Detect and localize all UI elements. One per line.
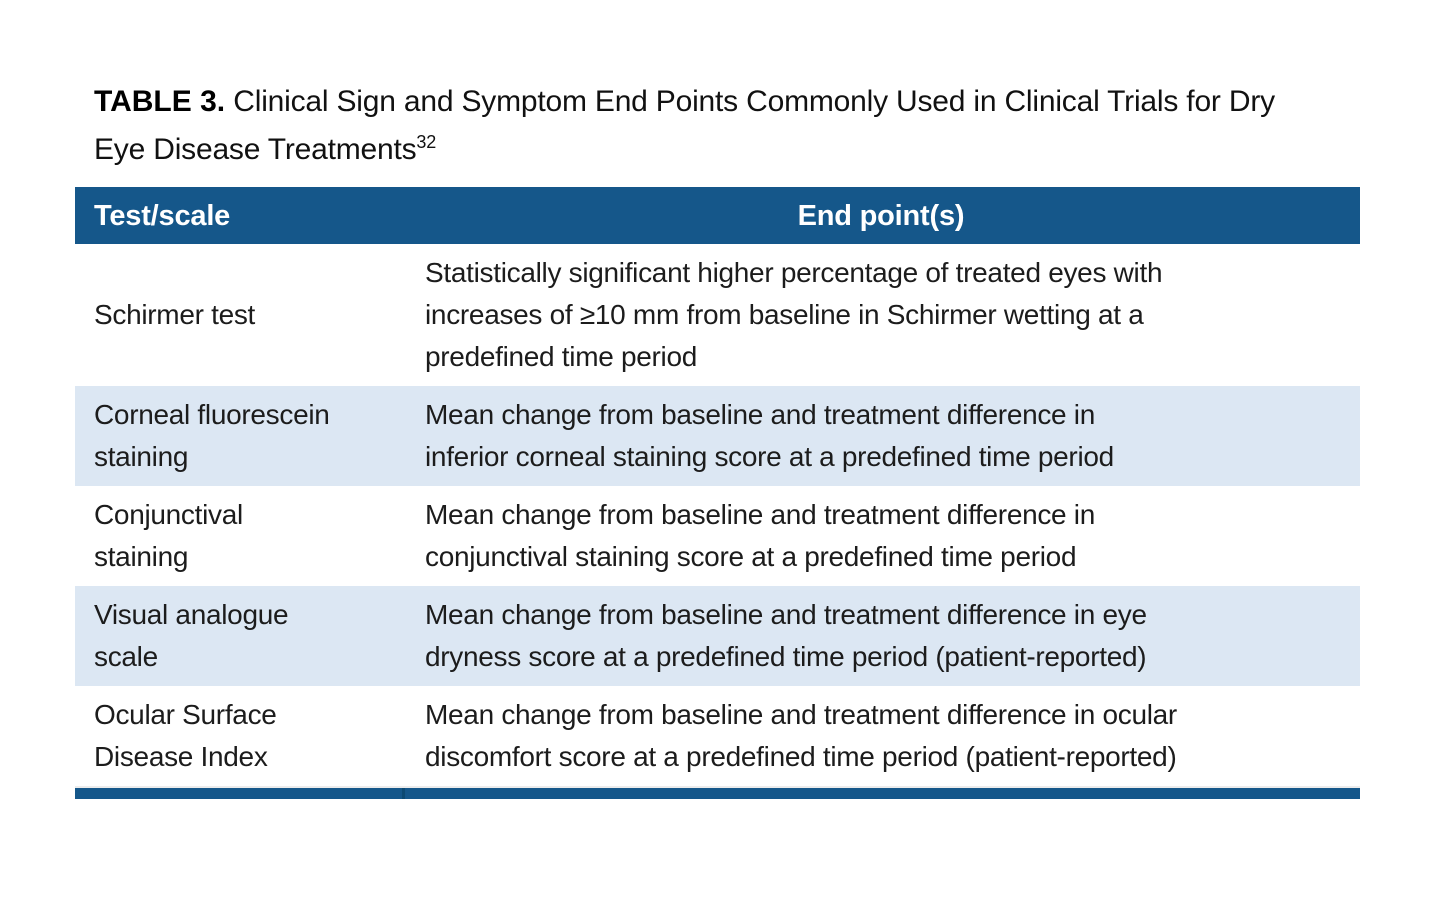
test-scale-cell: Ocular Surface Disease Index: [94, 699, 277, 772]
table-bottom-rule-divider: [402, 788, 405, 799]
column-header-end-points: End point(s): [402, 187, 1360, 244]
table-row: Conjunctival staining Mean change from b…: [75, 486, 1360, 586]
end-points-cell: Mean change from baseline and treatment …: [425, 699, 1177, 772]
column-header-test-scale: Test/scale: [75, 187, 402, 244]
table-row: Schirmer test Statistically significant …: [75, 244, 1360, 386]
end-points-cell: Statistically significant higher percent…: [425, 257, 1163, 372]
end-points-cell: Mean change from baseline and treatment …: [425, 499, 1096, 572]
table-row: Visual analogue scale Mean change from b…: [75, 586, 1360, 686]
table-bottom-rule: [75, 786, 1360, 799]
test-scale-cell: Corneal fluorescein staining: [94, 399, 330, 472]
test-scale-cell: Visual analogue scale: [94, 599, 289, 672]
test-scale-cell: Conjunctival staining: [94, 499, 243, 572]
end-points-cell: Mean change from baseline and treatment …: [425, 599, 1147, 672]
table-title-citation: 32: [416, 132, 437, 152]
end-points-cell: Mean change from baseline and treatment …: [425, 399, 1114, 472]
table-title-label: TABLE 3.: [94, 85, 226, 118]
table-row: Ocular Surface Disease Index Mean change…: [75, 686, 1360, 786]
table-title: TABLE 3. Clinical Sign and Symptom End P…: [94, 78, 1326, 174]
table-header-row: Test/scale End point(s): [75, 187, 1360, 244]
table-title-text: Clinical Sign and Symptom End Points Com…: [94, 85, 1275, 166]
test-scale-cell: Schirmer test: [94, 299, 256, 330]
table-row: Corneal fluorescein staining Mean change…: [75, 386, 1360, 486]
endpoints-table: Test/scale End point(s) Schirmer test St…: [75, 187, 1360, 786]
